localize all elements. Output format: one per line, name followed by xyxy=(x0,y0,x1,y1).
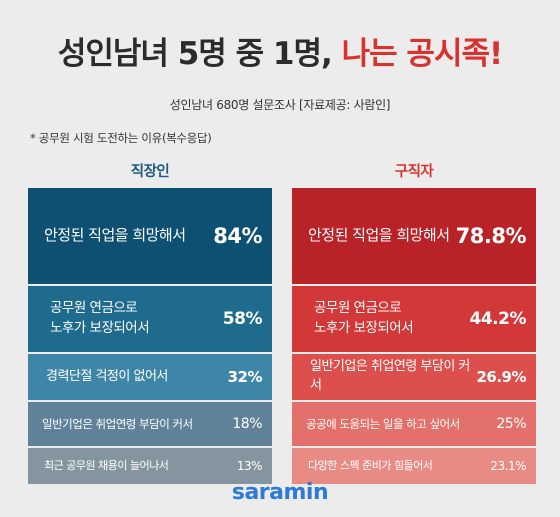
row-value: 18% xyxy=(232,416,262,432)
row-label: 다양한 스펙 준비가 힘들어서 xyxy=(308,459,433,473)
row-label: 공무원 연금으로 노후가 보장되어서 xyxy=(50,300,150,336)
row-value: 23.1% xyxy=(490,459,526,473)
table-row: 일반기업은 취업연령 부담이 커서 18% xyxy=(28,402,272,446)
row-label: 일반기업은 취업연령 부담이 커서 xyxy=(310,359,470,393)
table-row: 안정된 직업을 희망해서 84% xyxy=(28,188,272,284)
row-value: 84% xyxy=(213,224,262,248)
table-row: 경력단절 걱정이 없어서 32% xyxy=(28,354,272,400)
title-highlight: 나는 공시족! xyxy=(341,36,504,72)
row-value: 32% xyxy=(227,368,263,386)
row-label: 경력단절 걱정이 없어서 xyxy=(46,368,168,384)
page-title: 성인남녀 5명 중 1명, 나는 공시족! xyxy=(0,28,560,73)
panel-title-employees: 직장인 xyxy=(130,164,170,180)
saramin-logo: saramin xyxy=(231,480,329,505)
table-row: 최근 공무원 채용이 늘어나서 13% xyxy=(28,448,272,484)
panel-title-jobseekers: 구직자 xyxy=(394,164,434,180)
table-row: 공무원 연금으로 노후가 보장되어서 44.2% xyxy=(292,286,536,352)
table-row: 다양한 스펙 준비가 힘들어서 23.1% xyxy=(292,448,536,484)
row-value: 13% xyxy=(236,459,263,473)
table-row: 공공에 도움되는 일을 하고 싶어서 25% xyxy=(292,402,536,446)
row-label: 최근 공무원 채용이 늘어나서 xyxy=(44,459,169,473)
table-row: 공무원 연금으로 노후가 보장되어서 58% xyxy=(28,286,272,352)
table-row: 안정된 직업을 희망해서 78.8% xyxy=(292,188,536,284)
row-label: 안정된 직업을 희망해서 xyxy=(308,226,450,245)
survey-note: * 공무원 시험 도전하는 이유(복수응답) xyxy=(30,131,212,145)
row-value: 78.8% xyxy=(455,224,527,248)
row-label: 일반기업은 취업연령 부담이 커서 xyxy=(42,416,193,431)
subtitle: 성인남녀 680명 설문조사 [자료제공: 사람인] xyxy=(169,98,391,112)
title-main: 성인남녀 5명 중 1명, xyxy=(57,36,333,72)
row-label: 공공에 도움되는 일을 하고 싶어서 xyxy=(306,416,460,431)
table-row: 일반기업은 취업연령 부담이 커서 26.9% xyxy=(292,354,536,400)
row-label: 공무원 연금으로 노후가 보장되어서 xyxy=(314,300,414,336)
row-value: 25% xyxy=(496,416,526,432)
row-value: 26.9% xyxy=(476,368,526,386)
row-value: 44.2% xyxy=(469,309,527,329)
row-label: 안정된 직업을 희망해서 xyxy=(44,226,186,245)
row-value: 58% xyxy=(222,309,263,329)
